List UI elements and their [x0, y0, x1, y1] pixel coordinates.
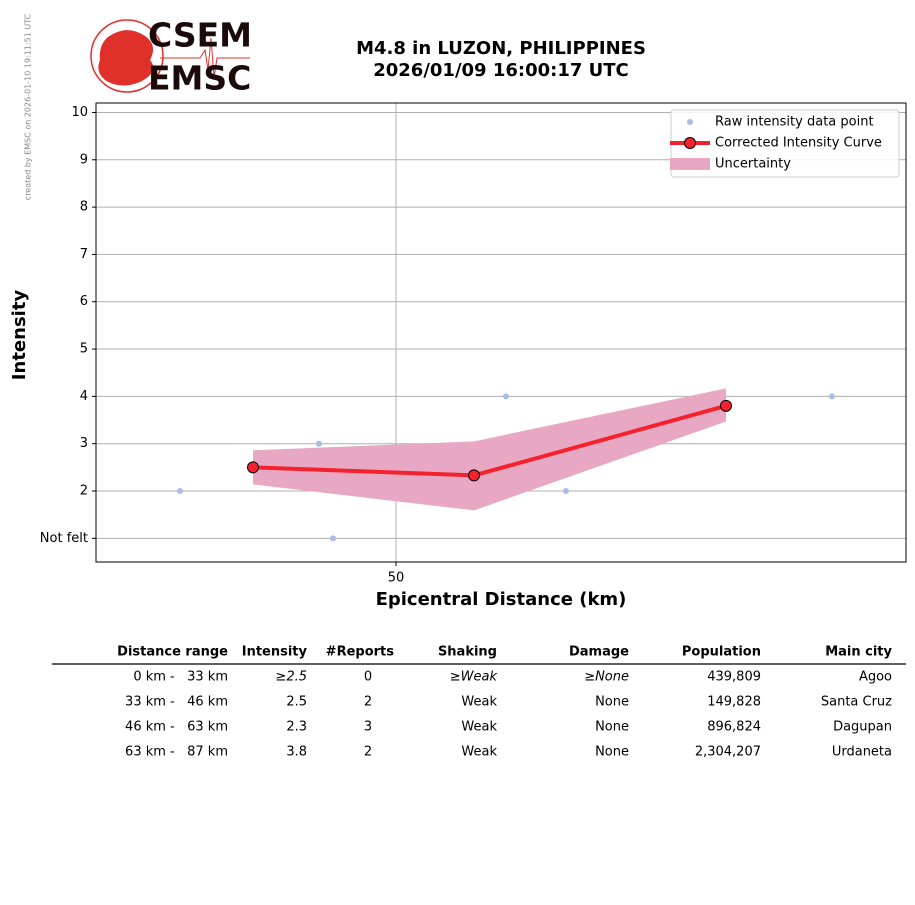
logo-wave: [160, 37, 250, 79]
x-axis-label: Epicentral Distance (km): [376, 589, 627, 610]
logo-ring: [90, 19, 164, 93]
y-tick-label: 2: [80, 484, 88, 499]
raw-point: [563, 488, 569, 495]
table-cell: 3.8: [286, 745, 307, 760]
curve-marker: [468, 469, 480, 482]
table-cell: Weak: [461, 745, 497, 760]
table-cell: 896,824: [707, 720, 761, 735]
table-cell: 63 km - 87 km: [125, 745, 228, 760]
logo: CSEM EMSC: [90, 16, 252, 98]
table-cell: Agoo: [859, 670, 892, 685]
table-cell: ≥Weak: [450, 670, 498, 685]
table-cell: 2: [364, 695, 372, 710]
y-tick-label: 9: [80, 152, 88, 167]
plot-frame: [95, 102, 907, 563]
y-tick-label: 3: [80, 436, 88, 451]
legend: Raw intensity data point Corrected Intens…: [670, 109, 900, 178]
curve-marker: [247, 461, 259, 474]
chart-subtitle: 2026/01/09 16:00:17 UTC: [373, 60, 629, 81]
table-cell: 2.5: [286, 695, 307, 710]
legend-label: Raw intensity data point: [715, 115, 874, 130]
logo-bottom: EMSC: [148, 59, 251, 98]
raw-point: [829, 393, 835, 400]
table-cell: None: [595, 720, 629, 735]
table-cell: 3: [364, 720, 372, 735]
table-header: Main city: [825, 645, 892, 660]
table-cell: 33 km - 46 km: [125, 695, 228, 710]
table-header: Damage: [569, 645, 629, 660]
raw-point: [316, 440, 322, 447]
raw-point: [503, 393, 509, 400]
x-tick-label: 50: [388, 571, 405, 586]
y-tick-label: Not felt: [40, 531, 88, 546]
uncertainty-band: [253, 388, 726, 511]
table-cell: 149,828: [707, 695, 761, 710]
table-header: Intensity: [242, 645, 308, 660]
legend-label: Corrected Intensity Curve: [715, 136, 882, 151]
y-tick-label: 8: [80, 200, 88, 215]
raw-point: [177, 488, 183, 495]
y-tick-label: 10: [71, 105, 88, 120]
table-header: Shaking: [438, 645, 497, 660]
legend-swatch: [670, 158, 710, 170]
y-tick-label: 6: [80, 294, 88, 309]
table-cell: ≥2.5: [275, 670, 307, 685]
y-tick-label: 5: [80, 342, 88, 357]
y-tick-label: 7: [80, 247, 88, 262]
logo-map: [98, 30, 154, 86]
table-header: #Reports: [326, 645, 395, 660]
table-cell: 2,304,207: [695, 745, 761, 760]
table-cell: None: [595, 695, 629, 710]
legend-label: Uncertainty: [715, 157, 791, 172]
table-header: Distance range: [117, 645, 228, 660]
y-axis-label: Intensity: [9, 290, 30, 381]
table-cell: 2.3: [286, 720, 307, 735]
table-cell: 439,809: [707, 670, 761, 685]
table-cell: Dagupan: [833, 720, 892, 735]
table-cell: None: [595, 745, 629, 760]
curve-marker: [720, 399, 732, 412]
table-cell: Santa Cruz: [821, 695, 892, 710]
chart-title: M4.8 in LUZON, PHILIPPINES: [356, 38, 646, 59]
table-cell: 0 km - 33 km: [133, 670, 228, 685]
table-cell: Weak: [461, 720, 497, 735]
table-header: Population: [682, 645, 761, 660]
table-cell: 2: [364, 745, 372, 760]
raw-point: [330, 535, 336, 542]
legend-swatch: [687, 119, 693, 125]
y-tick-label: 4: [80, 389, 88, 404]
table-cell: Urdaneta: [832, 745, 892, 760]
logo-top: CSEM: [148, 16, 252, 55]
table-cell: 46 km - 63 km: [125, 720, 228, 735]
table-cell: Weak: [461, 695, 497, 710]
legend-swatch: [684, 137, 696, 149]
table-cell: ≥None: [584, 670, 629, 685]
table-cell: 0: [364, 670, 372, 685]
side-note: created by EMSC on 2026-01-10 19:11:51 U…: [24, 13, 33, 200]
